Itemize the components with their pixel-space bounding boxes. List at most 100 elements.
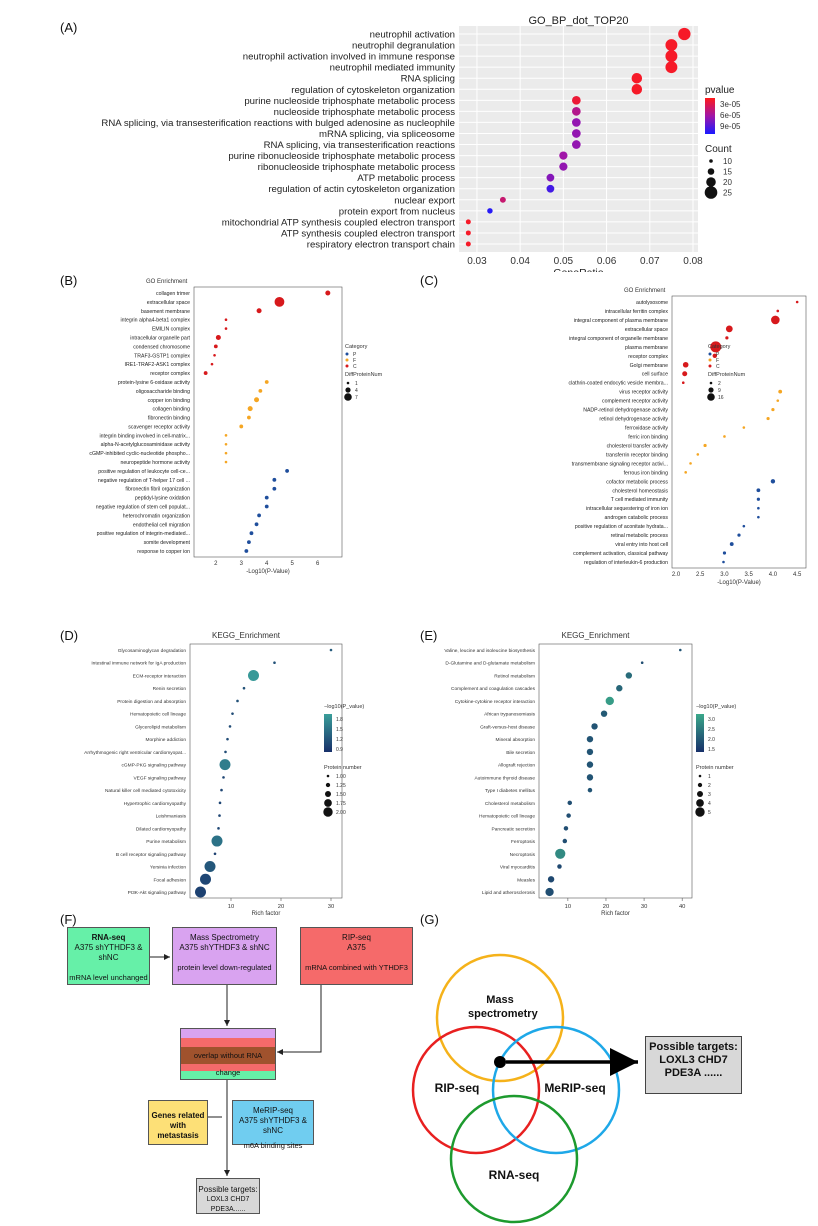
term-label: Purine metabolism	[146, 839, 186, 845]
term-label: virus receptor activity	[619, 390, 668, 396]
term-label: somite development	[144, 540, 191, 546]
data-point	[684, 471, 687, 474]
legend-size-marker	[707, 168, 715, 175]
data-point	[586, 761, 594, 768]
color-scale-bar	[324, 714, 332, 752]
panel-label-g: (G)	[420, 912, 439, 927]
data-point	[682, 361, 689, 368]
data-point	[224, 442, 228, 446]
data-point	[258, 388, 263, 393]
data-point	[224, 434, 228, 437]
meripseq-line2: A375 shYTHDF3 & shNC	[238, 1116, 308, 1135]
legend-category-marker	[708, 364, 712, 368]
term-label: nucleoside triphosphate metabolic proces…	[274, 107, 456, 118]
legend-size-marker	[697, 791, 703, 797]
data-point	[254, 397, 260, 403]
data-point	[696, 453, 700, 456]
x-axis-label: -Log10(P-Value)	[246, 569, 290, 575]
term-label: T cell mediated immunity	[611, 497, 669, 503]
term-label: ferroxidase activity	[625, 426, 668, 432]
term-label: NADP-retinol dehydrogenase activity	[583, 408, 668, 414]
data-point	[586, 774, 594, 781]
x-tick-label: 4.5	[793, 572, 802, 578]
venn-targets-title: Possible targets:	[649, 1041, 738, 1053]
data-point	[562, 838, 568, 844]
data-point	[195, 886, 206, 898]
legend-category-marker	[345, 364, 349, 368]
term-label: autolysosome	[636, 300, 668, 306]
legend-size-marker	[344, 393, 352, 401]
term-label: Cholesterol metabolism	[485, 801, 535, 807]
data-point	[689, 462, 692, 465]
data-point	[228, 725, 232, 728]
plot-border	[193, 286, 343, 558]
chart-title: GO Enrichment	[624, 288, 666, 294]
x-tick-label: 30	[328, 904, 334, 910]
term-label: transmembrane signaling receptor activi.…	[572, 461, 668, 467]
term-label: Glycosaminoglycan degradation	[118, 648, 187, 654]
data-point	[725, 325, 733, 333]
term-label: endothelial cell migration	[133, 522, 190, 528]
term-label: heterochromatin organization	[123, 513, 190, 519]
term-label: Hematopoietic cell lineage	[130, 712, 186, 718]
data-point	[678, 27, 691, 41]
data-point	[210, 362, 214, 366]
data-point	[203, 371, 208, 375]
rnaseq-desc: mRNA level unchanged	[69, 973, 148, 982]
data-point	[200, 873, 211, 885]
legend-label: 2.0	[708, 737, 715, 743]
plot-border	[189, 643, 343, 899]
legend-label: 3.0	[708, 717, 715, 723]
term-label: basement membrane	[141, 309, 190, 315]
mass-spec-box: Mass Spectrometry A375 shYTHDF3 & shNC p…	[172, 927, 277, 985]
term-label: VEGF signaling pathway	[133, 775, 186, 781]
term-label: PI3K-Akt signaling pathway	[128, 890, 187, 896]
legend-label: 3	[708, 792, 711, 798]
legend-size-marker	[709, 381, 713, 385]
color-scale-bar	[696, 714, 704, 752]
data-point	[722, 551, 727, 555]
legend-size-marker	[325, 791, 331, 797]
legend-size-marker	[325, 782, 331, 788]
data-point	[640, 661, 644, 665]
legend-label: 1.50	[336, 792, 346, 798]
x-tick-label: 2	[214, 561, 218, 567]
plot-area-a	[459, 26, 698, 252]
term-label: RNA splicing, via transesterification re…	[101, 118, 455, 129]
data-point	[682, 371, 688, 377]
data-point	[571, 118, 581, 127]
term-label: Focal adhesion	[153, 877, 186, 883]
x-tick-label: 20	[278, 904, 284, 910]
data-point	[242, 686, 246, 690]
term-label: Protein digestion and absorption	[117, 699, 186, 705]
data-point	[264, 495, 269, 500]
term-label: Cytokine-cytokine receptor interaction	[455, 699, 536, 705]
plot-border	[671, 295, 807, 569]
legend-label: 16	[718, 395, 724, 401]
rnaseq-box: RNA-seq A375 shYTHDF3 & shNC mRNA level …	[67, 927, 150, 985]
data-point	[465, 241, 471, 247]
legend-size-marker	[324, 799, 332, 807]
term-label: ferrous iron binding	[624, 470, 669, 476]
data-point	[231, 712, 234, 715]
term-label: scavenger receptor activity	[128, 424, 190, 430]
term-label: clathrin-coated endocytic vesicle membra…	[569, 381, 668, 387]
data-point	[264, 504, 269, 509]
term-label: ribonucleoside triphosphate metabolic pr…	[258, 162, 456, 173]
data-point	[239, 424, 244, 429]
data-point	[219, 759, 231, 771]
legend-label: 2	[718, 381, 721, 387]
data-point	[247, 415, 251, 420]
data-point	[737, 533, 741, 537]
metastasis-title: Genes related with	[151, 1111, 205, 1130]
data-point	[591, 723, 598, 730]
data-point	[236, 699, 239, 703]
term-label: Morphine addiction	[145, 737, 186, 743]
data-point	[213, 353, 216, 357]
term-label: complement receptor activity	[602, 399, 668, 405]
legend-label: 1.5	[708, 747, 715, 753]
term-label: plasma membrane	[625, 345, 668, 351]
data-point	[213, 344, 218, 349]
data-point	[465, 230, 471, 236]
legend-size-marker	[698, 774, 702, 778]
